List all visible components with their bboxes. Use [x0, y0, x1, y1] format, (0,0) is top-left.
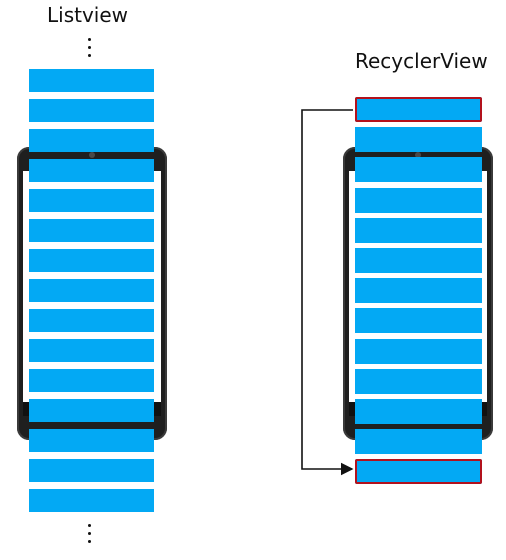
listview-item [29, 339, 154, 362]
listview-item [29, 309, 154, 332]
recyclerview-item [355, 399, 482, 424]
recyclerview-item [355, 127, 482, 153]
phone-speaker [415, 152, 421, 158]
listview-item [29, 159, 154, 182]
listview-bottom-ellipsis [83, 524, 95, 543]
recyclerview-item [355, 157, 482, 183]
recyclerview-item [355, 368, 482, 394]
listview-item [29, 99, 154, 122]
recyclerview-title: RecyclerView [355, 49, 488, 73]
listview-item [29, 369, 154, 392]
listview-item [29, 69, 154, 92]
listview-item [29, 489, 154, 512]
listview-item [29, 279, 154, 302]
listview-item [29, 129, 154, 152]
recyclerview-item [355, 278, 482, 304]
listview-item [29, 459, 154, 482]
recyclerview-recycled-item [355, 97, 482, 122]
recyclerview-item [355, 308, 482, 334]
listview-item [29, 219, 154, 242]
recyclerview-recycled-item [355, 459, 482, 485]
recyclerview-item [355, 187, 482, 213]
listview-item [29, 399, 154, 422]
listview-item [29, 249, 154, 272]
recyclerview-item [355, 429, 482, 455]
listview-title: Listview [47, 3, 129, 27]
listview-item [29, 189, 154, 212]
recyclerview-item [355, 248, 482, 273]
listview-top-ellipsis [83, 38, 95, 57]
recycle-arrow-path [301, 109, 354, 476]
listview-item [29, 429, 154, 452]
phone-speaker [89, 152, 95, 158]
recyclerview-item [355, 338, 482, 364]
recyclerview-item [355, 217, 482, 243]
